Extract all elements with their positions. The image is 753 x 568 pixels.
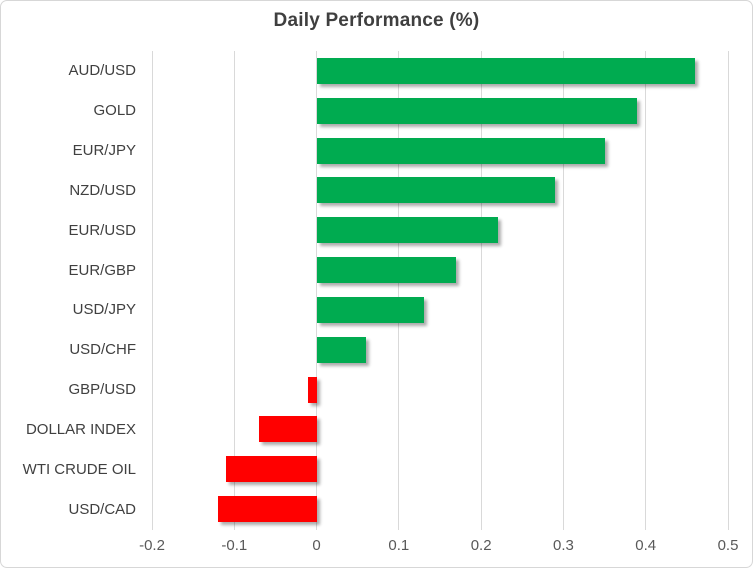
bar bbox=[226, 456, 317, 483]
bar-row bbox=[152, 449, 728, 489]
bar-row bbox=[152, 489, 728, 529]
bar bbox=[316, 257, 457, 284]
bar bbox=[316, 217, 498, 244]
bar-row bbox=[152, 409, 728, 449]
bar bbox=[308, 376, 317, 403]
bar-row bbox=[152, 51, 728, 91]
bar-row bbox=[152, 131, 728, 171]
gridline bbox=[233, 51, 235, 530]
bar-row bbox=[152, 370, 728, 410]
x-tick-label: 0.4 bbox=[635, 537, 657, 554]
bar bbox=[316, 296, 424, 323]
gridline bbox=[645, 51, 647, 530]
category-label: EUR/USD bbox=[68, 221, 136, 239]
x-tick-label: 0 bbox=[312, 537, 321, 554]
gridline bbox=[727, 51, 729, 530]
category-label: USD/JPY bbox=[72, 301, 136, 319]
x-tick-label: 0.1 bbox=[388, 537, 410, 554]
x-tick-label: 0.2 bbox=[470, 537, 492, 554]
bar-row bbox=[152, 330, 728, 370]
bar-row bbox=[152, 91, 728, 131]
category-label: USD/CHF bbox=[69, 341, 136, 359]
bar-row bbox=[152, 290, 728, 330]
x-tick-label: -0.1 bbox=[221, 537, 248, 554]
category-label: GBP/USD bbox=[68, 381, 136, 399]
x-tick-label: -0.2 bbox=[139, 537, 165, 554]
category-label: GOLD bbox=[93, 102, 136, 120]
bar-row bbox=[152, 170, 728, 210]
category-label: AUD/USD bbox=[68, 62, 136, 80]
bar-row bbox=[152, 210, 728, 250]
gridline bbox=[562, 51, 564, 530]
x-tick-label: 0.3 bbox=[552, 537, 574, 554]
bars-layer bbox=[152, 51, 728, 529]
x-tick-label: 0.5 bbox=[717, 537, 739, 554]
gridline bbox=[398, 51, 400, 530]
category-label: EUR/JPY bbox=[72, 142, 136, 160]
category-label: WTI CRUDE OIL bbox=[22, 460, 136, 478]
bar bbox=[316, 177, 556, 204]
bar-row bbox=[152, 250, 728, 290]
category-label: USD/CAD bbox=[68, 500, 136, 518]
gridline bbox=[480, 51, 482, 530]
gridline bbox=[316, 51, 318, 530]
y-axis-labels: AUD/USD GOLD EUR/JPY NZD/USD EUR/USD EUR/GBP U… bbox=[1, 51, 136, 529]
bar bbox=[258, 416, 317, 443]
category-label: NZD/USD bbox=[69, 181, 136, 199]
x-axis: -0.2 -0.1 0 0.1 0.2 0.3 0.4 0.5 bbox=[139, 537, 738, 559]
chart-title: Daily Performance (%) bbox=[273, 10, 480, 31]
plot-area bbox=[151, 51, 729, 530]
bar bbox=[316, 57, 696, 84]
category-label: EUR/GBP bbox=[68, 261, 136, 279]
bar bbox=[217, 496, 317, 523]
bar bbox=[316, 336, 366, 363]
bar bbox=[316, 97, 638, 124]
category-label: DOLLAR INDEX bbox=[25, 420, 136, 438]
gridline bbox=[151, 51, 153, 530]
bar bbox=[316, 137, 605, 164]
